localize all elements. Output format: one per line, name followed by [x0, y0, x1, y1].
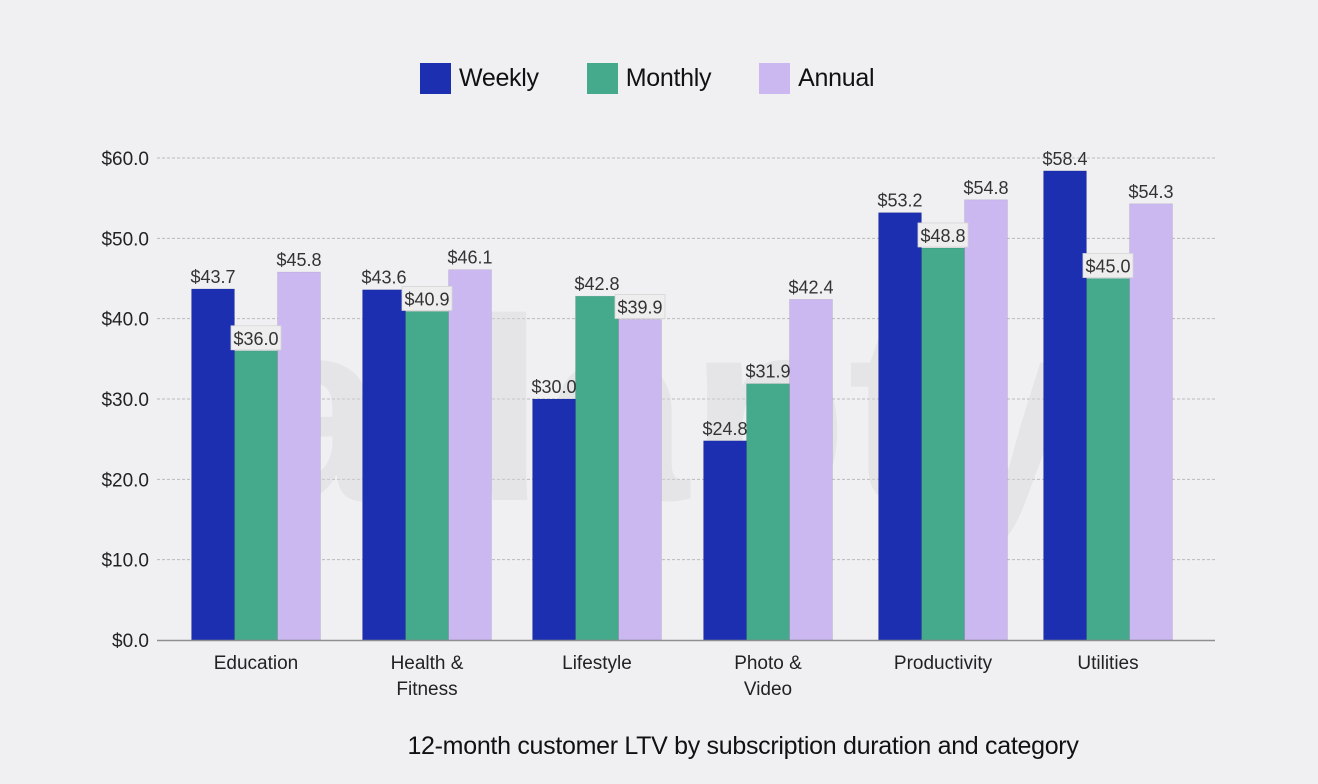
data-label-background [230, 325, 282, 351]
data-labels: $43.7 $43.6 $30.0 $24.8 $53.2 $58.4 $36.0 $40.9… [190, 149, 1173, 439]
data-label-monthly: $45.0 [1085, 257, 1130, 277]
legend-item-annual: Annual [759, 62, 875, 94]
data-label-weekly: $53.2 [877, 191, 922, 211]
y-tick-label: $50.0 [101, 229, 149, 250]
data-label-monthly: $42.8 [574, 274, 619, 294]
bar-monthly [575, 295, 619, 641]
data-label-background [917, 222, 969, 248]
bar-weekly [362, 289, 406, 641]
x-category-label: Health & Fitness [391, 653, 464, 700]
chart-caption: 12-month customer LTV by subscription du… [407, 732, 1079, 760]
bar-annual [618, 319, 662, 641]
bar-weekly [191, 288, 235, 641]
data-label-weekly: $24.8 [702, 419, 747, 439]
legend-swatch-weekly [420, 62, 451, 94]
bar-monthly [234, 350, 278, 641]
data-label-background [614, 294, 666, 319]
x-category-label: Productivity [894, 653, 993, 674]
bar-annual [448, 269, 492, 641]
bar-annual [1129, 203, 1173, 641]
data-label-monthly: $31.9 [745, 362, 790, 382]
bars [191, 170, 1173, 641]
data-label-annual: $54.3 [1128, 182, 1173, 202]
data-label-weekly: $58.4 [1042, 149, 1087, 169]
y-tick-label: $40.0 [101, 310, 149, 331]
data-label-monthly: $48.8 [920, 226, 965, 246]
data-label-monthly: $40.9 [404, 289, 449, 309]
bar-monthly [405, 311, 449, 641]
data-label-annual: $39.9 [617, 297, 662, 317]
x-axis-labels: Education Health & Fitness Lifestyle Photo &… [214, 653, 1139, 700]
legend-swatch-monthly [586, 62, 618, 94]
data-label-annual: $42.4 [788, 277, 833, 297]
x-category-label: Lifestyle [562, 653, 632, 674]
legend-label-weekly: Weekly [459, 63, 539, 92]
y-axis-ticks: $0.0 $10.0 $20.0 $30.0 $40.0 $50.0 $60.0 [101, 149, 149, 652]
bar-monthly [921, 247, 965, 641]
chart-legend: Weekly Monthly Annual [420, 62, 875, 94]
data-label-annual: $45.8 [276, 250, 321, 270]
data-label-weekly: $30.0 [531, 377, 576, 397]
y-tick-label: $20.0 [101, 470, 149, 491]
bar-monthly [746, 383, 790, 641]
y-tick-label: $30.0 [101, 390, 149, 411]
legend-item-monthly: Monthly [586, 62, 712, 94]
data-label-monthly: $36.0 [233, 329, 278, 349]
x-category-label: Utilities [1077, 653, 1138, 674]
data-label-annual: $54.8 [963, 178, 1008, 198]
bar-annual [789, 299, 833, 641]
gridlines [157, 157, 1215, 561]
bar-monthly [1086, 278, 1130, 641]
data-label-background [401, 286, 453, 311]
x-category-label: Photo & Video [734, 653, 802, 700]
data-label-weekly: $43.6 [361, 268, 406, 288]
x-category-label: Education [214, 653, 299, 674]
y-tick-label: $0.0 [112, 631, 149, 652]
data-label-annual: $46.1 [447, 248, 492, 268]
legend-label-monthly: Monthly [625, 63, 712, 92]
bar-weekly [1043, 170, 1087, 641]
data-label-background [1082, 253, 1134, 278]
bar-weekly [532, 398, 576, 641]
legend-swatch-annual [759, 62, 791, 94]
bar-weekly [878, 212, 922, 641]
data-label-weekly: $43.7 [190, 267, 235, 287]
bar-annual [277, 271, 321, 641]
bar-annual [964, 199, 1008, 641]
bar-weekly [703, 440, 747, 641]
y-tick-label: $60.0 [101, 149, 149, 170]
y-tick-label: $10.0 [101, 551, 149, 572]
legend-item-weekly: Weekly [420, 62, 539, 94]
legend-label-annual: Annual [798, 63, 875, 92]
